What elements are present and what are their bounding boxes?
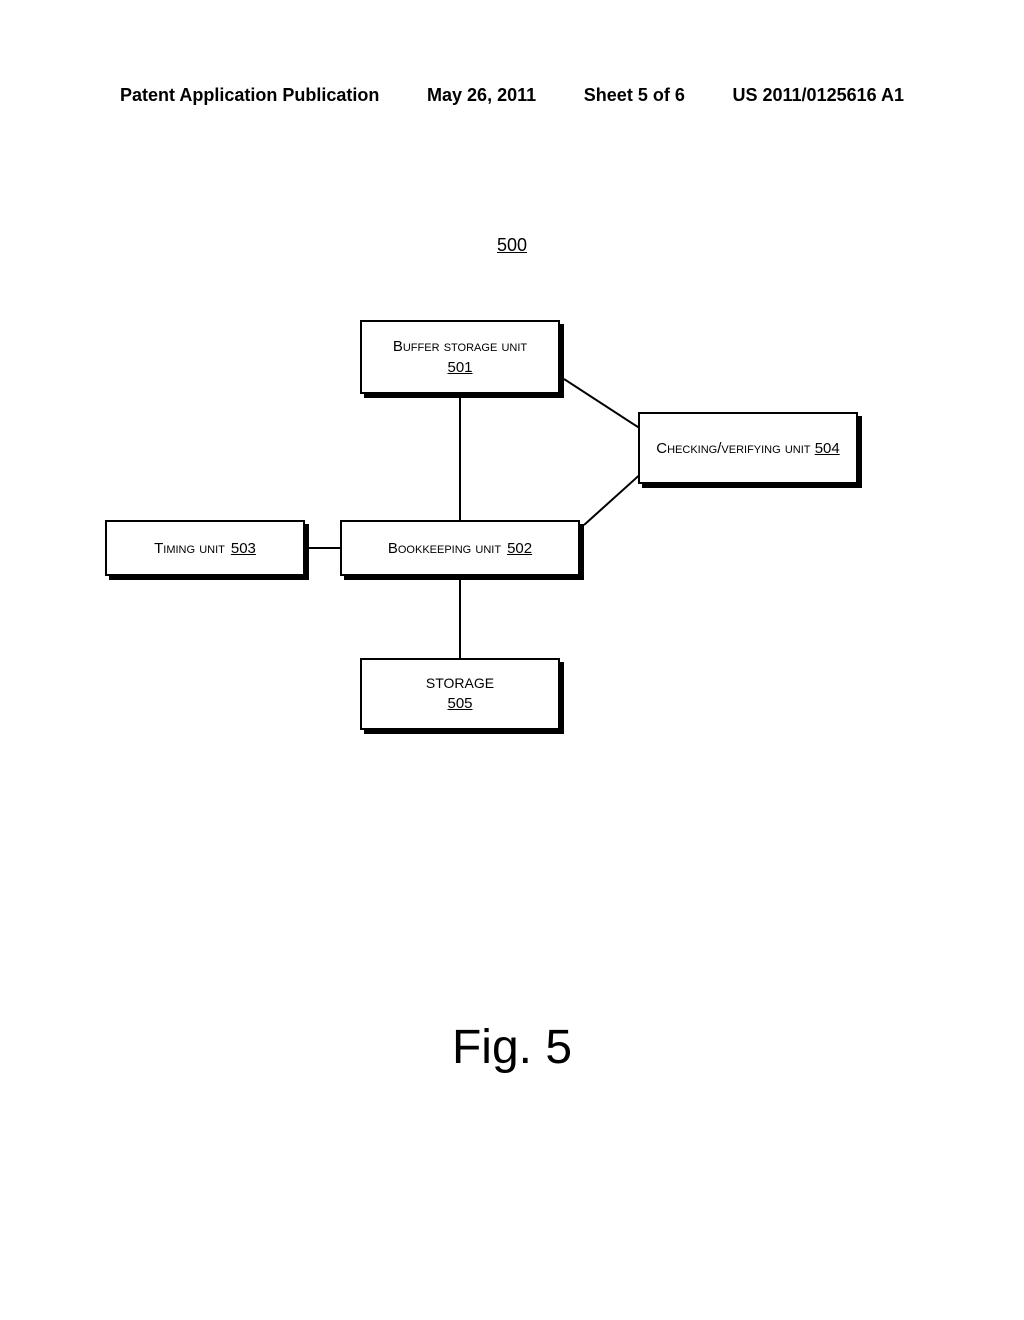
buffer-number: 501 xyxy=(447,357,472,378)
timing-number: 503 xyxy=(231,538,256,559)
block-diagram: Buffer storage unit 501 Checking/verifyi… xyxy=(0,320,1024,820)
connector-timing-bookkeeping xyxy=(309,547,340,549)
checking-label: Checking/verifying unit xyxy=(656,440,810,457)
timing-label: Timing unit xyxy=(154,538,225,559)
publication-label: Patent Application Publication xyxy=(120,85,379,106)
buffer-storage-unit-box: Buffer storage unit 501 xyxy=(360,320,560,394)
connector-buffer-bookkeeping xyxy=(459,398,461,520)
timing-unit-box: Timing unit 503 xyxy=(105,520,305,576)
storage-box: Storage 505 xyxy=(360,658,560,730)
checking-verifying-unit-box: Checking/verifying unit 504 xyxy=(638,412,858,484)
storage-number: 505 xyxy=(447,693,472,714)
figure-reference-number: 500 xyxy=(497,235,527,256)
publication-number: US 2011/0125616 A1 xyxy=(733,85,904,106)
connector-bookkeeping-checking xyxy=(583,473,641,525)
checking-number: 504 xyxy=(815,440,840,457)
connector-buffer-checking xyxy=(563,378,640,429)
publication-date: May 26, 2011 xyxy=(427,85,536,106)
buffer-label: Buffer storage unit xyxy=(393,336,527,357)
bookkeeping-unit-box: Bookkeeping unit 502 xyxy=(340,520,580,576)
page-header: Patent Application Publication May 26, 2… xyxy=(120,85,904,106)
bookkeeping-number: 502 xyxy=(507,538,532,559)
sheet-number: Sheet 5 of 6 xyxy=(584,85,685,106)
bookkeeping-label: Bookkeeping unit xyxy=(388,538,501,559)
figure-caption: Fig. 5 xyxy=(452,1020,572,1075)
storage-label: Storage xyxy=(426,674,494,694)
connector-bookkeeping-storage xyxy=(459,580,461,658)
